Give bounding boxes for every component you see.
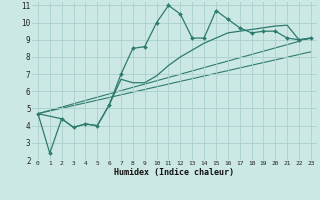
X-axis label: Humidex (Indice chaleur): Humidex (Indice chaleur) (115, 168, 234, 177)
